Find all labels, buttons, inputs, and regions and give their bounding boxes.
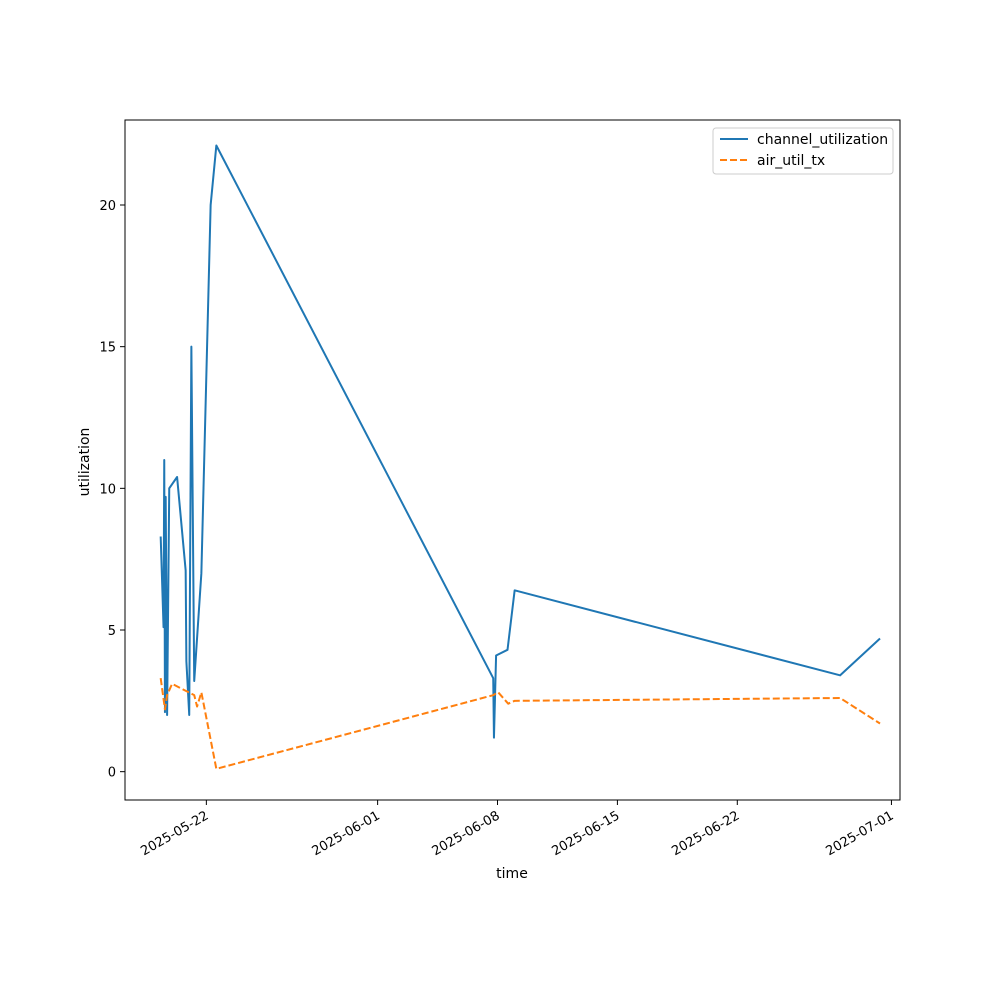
x-tick-label: 2025-06-08 (430, 808, 503, 859)
y-tick-label: 0 (108, 766, 116, 781)
y-tick-label: 15 (99, 341, 116, 356)
y-tick-label: 10 (99, 482, 116, 497)
x-tick-label: 2025-06-01 (310, 808, 383, 859)
x-tick-label: 2025-05-22 (138, 808, 211, 859)
y-axis: 0 5 10 15 20 (99, 199, 125, 781)
x-axis: 2025-05-22 2025-06-01 2025-06-08 2025-06-15… (138, 800, 896, 859)
x-axis-title: time (496, 866, 528, 882)
series-line-channel-utilization (159, 144, 881, 739)
series-line-air-util-tx (159, 678, 881, 770)
x-tick-label: 2025-07-01 (823, 808, 896, 859)
legend-label: channel_utilization (757, 132, 888, 148)
x-tick-label: 2025-06-22 (669, 808, 742, 859)
y-tick-label: 5 (108, 624, 116, 639)
legend: channel_utilization air_util_tx (712, 127, 894, 175)
y-tick-label: 20 (99, 199, 116, 214)
legend-box (712, 127, 894, 175)
series-layer (159, 144, 881, 770)
x-tick-label: 2025-06-15 (549, 808, 622, 859)
legend-label: air_util_tx (757, 153, 825, 169)
plot-area (125, 120, 900, 800)
y-axis-title: utilization (77, 428, 93, 497)
plot-frame (124, 119, 901, 801)
